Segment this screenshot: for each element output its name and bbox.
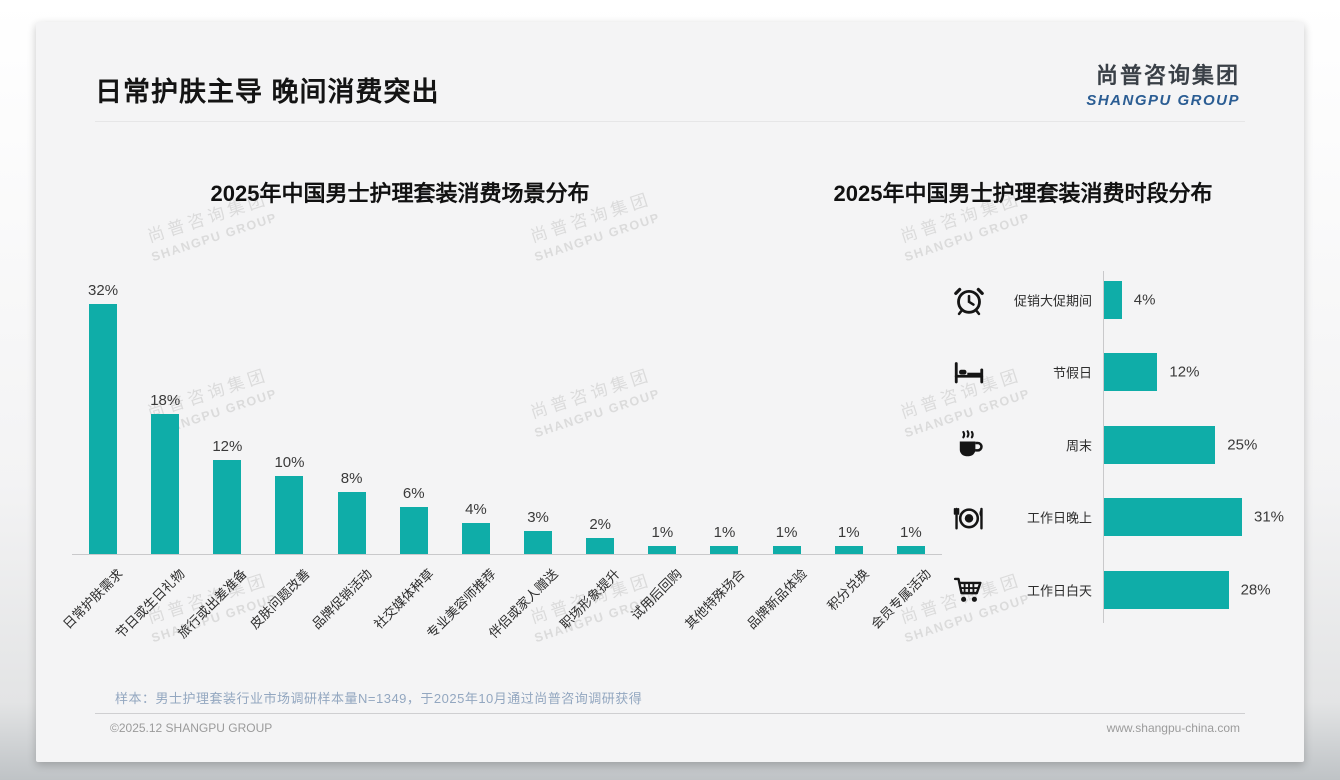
bar-column: 8% [321, 470, 383, 554]
time-chart: 促销大促期间 4% 节假日 12% 周末 25% 工作日晚上 31% 工作日白天 28% [940, 263, 1284, 629]
category-label: 其他特殊场合 [681, 566, 748, 632]
bar-column: 6% [383, 485, 445, 554]
dining-icon [952, 500, 986, 534]
bed-icon [952, 355, 986, 389]
time-row: 工作日晚上 31% [940, 481, 1284, 554]
category-label: 品牌新品体验 [743, 566, 810, 632]
bar-value-label: 31% [1254, 508, 1285, 526]
category-label: 品牌促销活动 [308, 566, 375, 632]
bar-column: 1% [631, 524, 693, 554]
bar-value-label: 4% [465, 500, 487, 518]
bar [896, 546, 925, 554]
bar [1104, 425, 1216, 464]
bar [710, 546, 739, 554]
category-label: 会员专属活动 [867, 566, 934, 632]
time-row-label: 节假日 [1052, 365, 1092, 381]
scene-chart-title: 2025年中国男士护理套装消费场景分布 [210, 181, 590, 206]
time-row-label: 促销大促期间 [1013, 293, 1092, 308]
bar-column: 32% [72, 282, 134, 554]
bar-value-label: 12% [212, 438, 243, 456]
bar-value-label: 18% [150, 391, 181, 409]
logo-chinese-text: 尚普咨询集团 [1095, 63, 1240, 88]
bar-column: 1% [818, 524, 880, 554]
bar-value-label: 32% [88, 282, 119, 300]
time-chart-title: 2025年中国男士护理套装消费时段分布 [833, 181, 1213, 206]
logo-english-text: SHANGPU GROUP [1086, 92, 1240, 109]
bar [772, 546, 801, 554]
bar [399, 507, 428, 554]
bar-value-label: 28% [1240, 581, 1271, 599]
time-chart-axis-line [1103, 271, 1104, 623]
company-logo: 尚普咨询集团 SHANGPU GROUP [1086, 58, 1240, 109]
time-row-label: 工作日白天 [1026, 583, 1092, 599]
category-label: 积分兑换 [824, 566, 872, 614]
category-label: 职场形象提升 [557, 566, 623, 632]
time-row-label: 周末 [1065, 438, 1092, 454]
bar-value-label: 2% [589, 516, 612, 534]
bar [275, 476, 304, 554]
bar-value-label: 25% [1227, 436, 1258, 454]
bar-column: 4% [445, 501, 507, 554]
time-row: 周末 25% [940, 408, 1272, 481]
bar-column: 18% [134, 392, 196, 554]
bar-value-label: 1% [837, 524, 860, 542]
bar [461, 522, 490, 554]
bar-value-label: 8% [340, 469, 363, 487]
time-row: 工作日白天 28% [940, 553, 1272, 626]
bar [648, 546, 677, 554]
bar-column: 1% [756, 524, 818, 554]
sample-note: 样本：男士护理套装行业市场调研样本量N=1349，于2025年10月通过尚普咨询… [115, 691, 643, 706]
bar-value-label: 1% [713, 524, 736, 542]
time-row-label: 工作日晚上 [1026, 510, 1092, 526]
bar-value-label: 10% [274, 454, 305, 471]
header-divider [95, 121, 1245, 122]
bar-value-label: 1% [775, 524, 798, 542]
bar [1104, 353, 1158, 392]
bar [834, 546, 863, 554]
bar [213, 460, 242, 554]
bar [337, 491, 366, 554]
coffee-icon [952, 428, 986, 462]
bar [1104, 280, 1122, 319]
bar-column: 1% [693, 524, 755, 554]
page-title: 日常护肤主导 晚间消费突出 [95, 77, 440, 107]
time-row: 促销大促期间 4% [940, 263, 1272, 336]
scene-chart-categories: 日常护肤需求 节日或生日礼物 旅行或出差准备 皮肤问题改善 品牌促销活动 社交媒体种草 专业… [60, 560, 942, 675]
website-text: www.shangpu-china.com [1106, 721, 1240, 735]
bar-column: 12% [196, 438, 258, 554]
category-label: 皮肤问题改善 [246, 566, 313, 632]
bar-value-label: 3% [527, 508, 549, 526]
bar-value-label: 6% [402, 485, 425, 503]
slide-card [36, 22, 1304, 762]
copyright-text: ©2025.12 SHANGPU GROUP [110, 721, 273, 735]
bar-value-label: 12% [1169, 363, 1200, 381]
bar [151, 413, 180, 554]
alarm-clock-icon [952, 283, 986, 317]
bar [586, 538, 615, 554]
time-row: 节假日 12% [940, 336, 1272, 409]
bar [89, 304, 118, 554]
bar [524, 530, 553, 554]
bar [1104, 570, 1229, 609]
shopping-cart-icon [952, 573, 986, 607]
bar-column: 2% [569, 516, 631, 554]
bar-value-label: 1% [900, 524, 922, 542]
bar-column: 10% [258, 454, 320, 554]
footer-divider [95, 713, 1245, 714]
bar-value-label: 1% [651, 524, 674, 542]
bar [1104, 498, 1242, 537]
bar-value-label: 4% [1133, 291, 1156, 308]
bar-column: 1% [880, 524, 942, 554]
category-label: 试用后回购 [628, 566, 686, 623]
bar-column: 3% [507, 509, 569, 554]
scene-chart-plot: 32% 18% 12% 10% 8% 6% 4% 3% 2% 1% 1% 1% 1% 1% [72, 282, 942, 555]
